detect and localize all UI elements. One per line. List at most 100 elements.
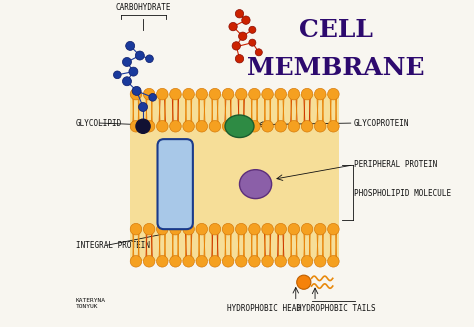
Circle shape <box>156 223 168 235</box>
Circle shape <box>209 120 221 132</box>
FancyBboxPatch shape <box>157 139 193 229</box>
Circle shape <box>196 120 208 132</box>
Text: HYDROPHOBIC TAILS: HYDROPHOBIC TAILS <box>297 304 375 313</box>
Circle shape <box>262 120 273 132</box>
Circle shape <box>196 88 208 100</box>
Circle shape <box>249 88 260 100</box>
Circle shape <box>255 49 262 56</box>
Circle shape <box>236 255 247 267</box>
Text: CARBOHYDRATE: CARBOHYDRATE <box>115 3 171 12</box>
Circle shape <box>183 88 194 100</box>
Circle shape <box>328 120 339 132</box>
Circle shape <box>288 120 300 132</box>
Circle shape <box>238 32 247 41</box>
Circle shape <box>301 120 313 132</box>
Circle shape <box>135 51 144 60</box>
Ellipse shape <box>239 170 272 198</box>
Circle shape <box>196 223 208 235</box>
Circle shape <box>314 120 326 132</box>
Circle shape <box>275 88 286 100</box>
Circle shape <box>328 88 339 100</box>
Circle shape <box>122 77 131 86</box>
Text: CELL: CELL <box>299 18 373 42</box>
Circle shape <box>146 55 153 62</box>
Circle shape <box>149 94 156 101</box>
Circle shape <box>156 255 168 267</box>
Circle shape <box>143 120 155 132</box>
Bar <box>130 94 339 261</box>
Circle shape <box>249 223 260 235</box>
Circle shape <box>170 255 181 267</box>
Text: GLYCOLIPID: GLYCOLIPID <box>75 119 122 128</box>
Circle shape <box>170 223 181 235</box>
Circle shape <box>288 88 300 100</box>
Circle shape <box>249 120 260 132</box>
Circle shape <box>328 223 339 235</box>
Text: INTEGRAL PROTEIN: INTEGRAL PROTEIN <box>75 241 149 250</box>
Circle shape <box>262 255 273 267</box>
Circle shape <box>183 223 194 235</box>
Circle shape <box>249 39 256 46</box>
Circle shape <box>314 223 326 235</box>
Circle shape <box>249 26 256 33</box>
Circle shape <box>130 88 142 100</box>
Circle shape <box>275 223 286 235</box>
Circle shape <box>170 88 181 100</box>
Circle shape <box>183 120 194 132</box>
Circle shape <box>143 88 155 100</box>
Text: PHOSPHOLIPID MOLECULE: PHOSPHOLIPID MOLECULE <box>354 189 451 198</box>
Circle shape <box>236 223 247 235</box>
Ellipse shape <box>225 115 254 138</box>
Text: GLYCOPROTEIN: GLYCOPROTEIN <box>354 119 409 128</box>
Circle shape <box>138 102 147 112</box>
Text: MEMBRANE: MEMBRANE <box>247 56 425 80</box>
Circle shape <box>301 223 313 235</box>
Circle shape <box>236 88 247 100</box>
Circle shape <box>129 67 138 76</box>
Text: KATERYNA
TONYUK: KATERYNA TONYUK <box>75 298 106 309</box>
Circle shape <box>262 88 273 100</box>
Circle shape <box>156 120 168 132</box>
Circle shape <box>236 120 247 132</box>
Text: PERIPHERAL PROTEIN: PERIPHERAL PROTEIN <box>354 160 437 169</box>
Circle shape <box>209 88 221 100</box>
Circle shape <box>222 88 234 100</box>
Text: HYDROPHOBIC HEAD: HYDROPHOBIC HEAD <box>227 304 301 313</box>
Circle shape <box>170 120 181 132</box>
Circle shape <box>288 223 300 235</box>
Circle shape <box>209 223 221 235</box>
Circle shape <box>222 120 234 132</box>
Circle shape <box>249 255 260 267</box>
Circle shape <box>130 120 142 132</box>
Circle shape <box>126 42 135 50</box>
Circle shape <box>209 255 221 267</box>
Circle shape <box>143 223 155 235</box>
Circle shape <box>130 223 142 235</box>
Circle shape <box>136 119 150 133</box>
Circle shape <box>301 88 313 100</box>
Circle shape <box>242 16 250 24</box>
Circle shape <box>314 255 326 267</box>
Circle shape <box>113 71 121 79</box>
Circle shape <box>196 255 208 267</box>
Circle shape <box>328 255 339 267</box>
Circle shape <box>297 275 311 289</box>
Circle shape <box>122 58 131 66</box>
Circle shape <box>229 23 237 31</box>
Circle shape <box>275 120 286 132</box>
Circle shape <box>130 255 142 267</box>
Circle shape <box>222 223 234 235</box>
Circle shape <box>132 86 141 95</box>
Circle shape <box>232 42 240 50</box>
Circle shape <box>235 9 244 18</box>
Circle shape <box>262 223 273 235</box>
Circle shape <box>301 255 313 267</box>
Circle shape <box>156 88 168 100</box>
Circle shape <box>314 88 326 100</box>
Circle shape <box>288 255 300 267</box>
Circle shape <box>275 255 286 267</box>
Circle shape <box>143 255 155 267</box>
Circle shape <box>183 255 194 267</box>
Circle shape <box>235 55 244 63</box>
Circle shape <box>222 255 234 267</box>
